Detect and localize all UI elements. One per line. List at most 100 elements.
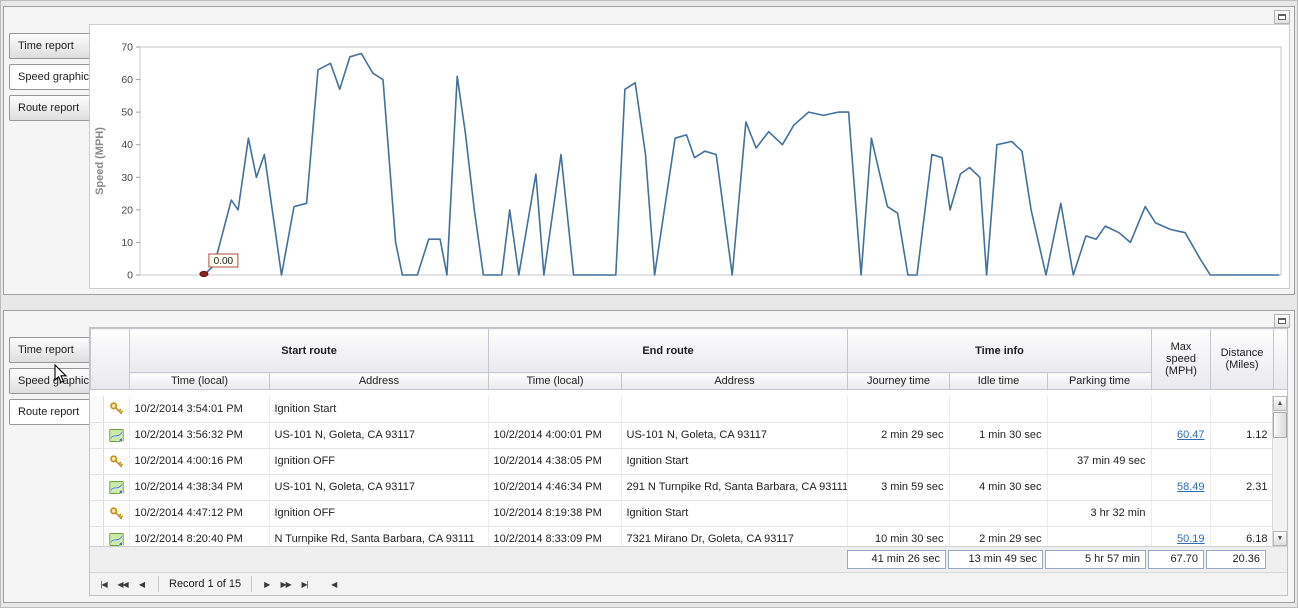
tab-time-report[interactable]: Time report bbox=[9, 33, 94, 59]
cell-end-time bbox=[488, 396, 622, 423]
tab-route-report[interactable]: Route report bbox=[9, 399, 94, 425]
y-tick-label: 10 bbox=[121, 237, 133, 249]
y-tick-label: 20 bbox=[121, 204, 133, 216]
vertical-scrollbar[interactable]: ▲ ▼ bbox=[1272, 396, 1287, 546]
annotation-box bbox=[208, 253, 239, 268]
table-row[interactable]: 10/2/2014 4:00:16 PM Ignition OFF 10/2/201… bbox=[90, 448, 1274, 475]
hscroll-left-button[interactable]: ◀ bbox=[331, 579, 337, 589]
max-speed-link[interactable]: 60.47 bbox=[1176, 429, 1205, 441]
row-indicator-cell bbox=[90, 448, 104, 475]
cell-journey-time bbox=[847, 500, 950, 527]
key-icon bbox=[103, 448, 130, 475]
column-header-max-speed[interactable]: Max speed (MPH) bbox=[1151, 328, 1212, 390]
y-axis-title: Speed (MPH) bbox=[94, 127, 106, 195]
cell-distance: 6.18 bbox=[1210, 526, 1274, 546]
cell-end-address: 291 N Turnpike Rd, Santa Barbara, CA 931… bbox=[621, 474, 848, 501]
tab-speed-graphic[interactable]: Speed graphic bbox=[9, 368, 94, 394]
report-tab-strip: Time report Speed graphic Route report bbox=[9, 337, 97, 430]
pager-next-page-button[interactable]: ▶▶ bbox=[280, 579, 292, 589]
cell-start-time: 10/2/2014 8:20:40 PM bbox=[129, 526, 270, 546]
column-header-idle-time-5[interactable]: Idle time bbox=[949, 372, 1048, 390]
scroll-down-button[interactable]: ▼ bbox=[1273, 531, 1287, 546]
cell-idle-time bbox=[949, 448, 1048, 475]
route-icon bbox=[103, 422, 130, 449]
plot-area bbox=[139, 46, 1282, 276]
y-tick-label: 60 bbox=[121, 74, 133, 86]
column-header-start-address-1[interactable]: Address bbox=[269, 372, 489, 390]
route-report-panel: Time report Speed graphic Route report Sta… bbox=[3, 310, 1295, 603]
tab-time-report[interactable]: Time report bbox=[9, 337, 94, 363]
mouse-cursor-icon bbox=[54, 364, 68, 384]
band-header-time-info[interactable]: Time info bbox=[846, 328, 1153, 373]
cell-idle-time: 1 min 30 sec bbox=[949, 422, 1048, 449]
table-row[interactable]: 10/2/2014 4:38:34 PM US-101 N, Goleta, CA… bbox=[90, 474, 1274, 501]
cell-idle-time: 2 min 29 sec bbox=[949, 526, 1048, 546]
column-header-distance[interactable]: Distance (Miles) bbox=[1210, 328, 1275, 390]
pager-prev-page-button[interactable]: ◀◀ bbox=[117, 579, 128, 589]
panel-collapse-button[interactable] bbox=[1274, 10, 1290, 24]
speed-graphic-panel: Time report Speed graphic Route report 0 10… bbox=[3, 6, 1295, 295]
cell-start-address: N Turnpike Rd, Santa Barbara, CA 93111 bbox=[269, 526, 489, 546]
y-tick-label: 70 bbox=[121, 42, 133, 54]
annotation-label: 0.00 bbox=[214, 256, 234, 267]
column-header-parking-time-6[interactable]: Parking time bbox=[1046, 372, 1153, 390]
cell-end-time: 10/2/2014 4:38:05 PM bbox=[488, 448, 622, 475]
column-header-start-time-0[interactable]: Time (local) bbox=[129, 372, 270, 390]
summary-parking-time: 5 hr 57 min bbox=[1045, 550, 1146, 569]
band-header-start-route[interactable]: Start route bbox=[129, 328, 489, 373]
max-speed-link[interactable]: 50.19 bbox=[1176, 533, 1205, 545]
panel-collapse-button[interactable] bbox=[1274, 314, 1290, 328]
scrollbar-thumb[interactable] bbox=[1273, 412, 1287, 438]
cell-start-time: 10/2/2014 3:54:01 PM bbox=[129, 396, 270, 423]
cell-parking-time: 37 min 49 sec bbox=[1047, 448, 1152, 475]
cell-journey-time bbox=[847, 448, 950, 475]
cell-end-address bbox=[621, 396, 848, 423]
cell-end-address: Ignition Start bbox=[621, 500, 848, 527]
cell-parking-time bbox=[1047, 526, 1152, 546]
collapse-icon bbox=[1278, 14, 1286, 20]
max-speed-link[interactable]: 58.49 bbox=[1176, 481, 1205, 493]
column-header-end-time-2[interactable]: Time (local) bbox=[488, 372, 622, 390]
report-tab-strip: Time report Speed graphic Route report bbox=[9, 33, 97, 126]
table-row[interactable]: 10/2/2014 3:56:32 PM US-101 N, Goleta, CA… bbox=[90, 422, 1274, 449]
y-tick-label: 50 bbox=[121, 107, 133, 119]
grid-body: 10/2/2014 3:54:01 PM Ignition Start 10/2/2… bbox=[90, 396, 1274, 546]
table-row[interactable]: 10/2/2014 8:20:40 PM N Turnpike Rd, Santa… bbox=[90, 526, 1274, 546]
column-header-journey-time-4[interactable]: Journey time bbox=[847, 372, 950, 390]
cell-end-address: 7321 Mirano Dr, Goleta, CA 93117 bbox=[621, 526, 848, 546]
cell-distance bbox=[1210, 448, 1274, 475]
summary-max-speed: 67.70 bbox=[1148, 550, 1204, 569]
pager-next-button[interactable]: ▶ bbox=[264, 579, 270, 589]
tab-speed-graphic[interactable]: Speed graphic bbox=[9, 64, 94, 90]
cell-distance bbox=[1210, 396, 1274, 423]
key-icon bbox=[103, 396, 130, 423]
summary-idle-time: 13 min 49 sec bbox=[948, 550, 1043, 569]
speed-chart-canvas: 0 10 20 30 40 50 60 70 Speed (MPH) 0.00 bbox=[94, 42, 1282, 282]
band-header-end-route[interactable]: End route bbox=[488, 328, 848, 373]
record-counter: Record 1 of 15 bbox=[158, 576, 253, 592]
cell-start-address: Ignition Start bbox=[269, 396, 489, 423]
cell-idle-time bbox=[949, 396, 1048, 423]
row-indicator-cell bbox=[90, 500, 104, 527]
scroll-up-button[interactable]: ▲ bbox=[1273, 396, 1287, 411]
column-header-end-address-3[interactable]: Address bbox=[621, 372, 848, 390]
grid-summary-row: 41 min 26 sec 13 min 49 sec 5 hr 57 min 67.… bbox=[90, 546, 1287, 572]
cell-journey-time bbox=[847, 396, 950, 423]
pager-first-button[interactable]: |◀ bbox=[100, 579, 107, 589]
tab-route-report[interactable]: Route report bbox=[9, 95, 94, 121]
table-row[interactable]: 10/2/2014 4:47:12 PM Ignition OFF 10/2/201… bbox=[90, 500, 1274, 527]
cell-distance: 2.31 bbox=[1210, 474, 1274, 501]
cell-journey-time: 10 min 30 sec bbox=[847, 526, 950, 546]
y-tick-label: 40 bbox=[121, 139, 133, 151]
table-row[interactable]: 10/2/2014 3:54:01 PM Ignition Start bbox=[90, 396, 1274, 423]
route-icon bbox=[103, 474, 130, 501]
cell-idle-time bbox=[949, 500, 1048, 527]
cell-end-address: Ignition Start bbox=[621, 448, 848, 475]
cell-start-address: US-101 N, Goleta, CA 93117 bbox=[269, 474, 489, 501]
y-tick-label: 30 bbox=[121, 172, 133, 184]
cell-end-time: 10/2/2014 8:19:38 PM bbox=[488, 500, 622, 527]
collapse-icon bbox=[1278, 318, 1286, 324]
cell-start-time: 10/2/2014 4:00:16 PM bbox=[129, 448, 270, 475]
pager-last-button[interactable]: ▶| bbox=[301, 579, 309, 589]
pager-prev-button[interactable]: ◀ bbox=[138, 579, 145, 589]
